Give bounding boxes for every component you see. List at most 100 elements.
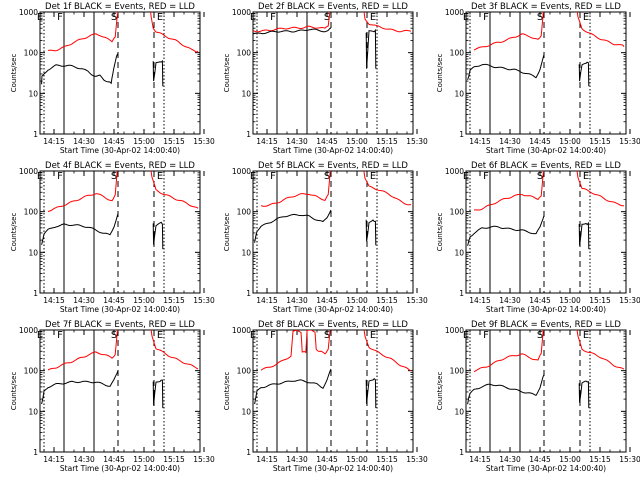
- x-tick-label: 14:15: [469, 296, 491, 305]
- x-tick-label: 15:00: [346, 455, 368, 464]
- series-group: [467, 171, 625, 250]
- x-tick-label: 15:30: [406, 137, 428, 146]
- y-tick-label: 1000: [19, 326, 38, 335]
- marker-label: E: [463, 330, 469, 341]
- y-tick-label: 100: [237, 49, 252, 58]
- x-tick-label: 14:15: [256, 137, 278, 146]
- marker-label: E: [583, 12, 589, 23]
- x-tick-label: 14:45: [316, 455, 338, 464]
- lld-series: [473, 12, 545, 51]
- marker-label: F: [483, 330, 489, 341]
- events-series-after: [152, 59, 164, 87]
- x-tick-label: 15:30: [406, 296, 428, 305]
- marker-label: E: [157, 330, 163, 341]
- marker-label: S: [111, 330, 117, 341]
- y-tick-label: 1: [33, 448, 38, 457]
- y-axis-label: Counts/sec: [436, 372, 444, 411]
- x-tick-label: 15:15: [376, 455, 398, 464]
- marker-label: S: [324, 171, 330, 182]
- x-axis-label: Start Time (30-Apr-02 14:00:40): [486, 305, 606, 314]
- events-series: [254, 209, 332, 243]
- series-group: [254, 330, 412, 409]
- events-series-after: [152, 221, 164, 250]
- x-axis-label: Start Time (30-Apr-02 14:00:40): [273, 146, 393, 155]
- marker-label: E: [370, 12, 376, 23]
- x-tick-label: 14:30: [499, 137, 521, 146]
- y-tick-label: 10: [241, 89, 251, 98]
- y-tick-label: 1000: [232, 8, 251, 17]
- y-axis-label: Counts/sec: [223, 372, 231, 411]
- marker-label: E: [370, 171, 376, 182]
- panel-title: Det 3f BLACK = Events, RED = LLD: [471, 2, 621, 12]
- x-axis-label: Start Time (30-Apr-02 14:00:40): [486, 464, 606, 473]
- y-tick-label: 1000: [232, 167, 251, 176]
- y-tick-label: 10: [28, 248, 38, 257]
- x-tick-label: 14:30: [286, 137, 308, 146]
- x-tick-label: 15:30: [193, 296, 215, 305]
- y-tick-label: 1000: [445, 326, 464, 335]
- y-axis-label: Counts/sec: [10, 372, 18, 411]
- x-axis-label: Start Time (30-Apr-02 14:00:40): [60, 305, 180, 314]
- panel-title: Det 8f BLACK = Events, RED = LLD: [258, 320, 408, 330]
- y-axis-label: Counts/sec: [436, 213, 444, 252]
- y-tick-label: 10: [28, 407, 38, 416]
- panel-det-9: Det 9f BLACK = Events, RED = LLD 1 10 100 10…: [436, 320, 640, 473]
- marker-label: E: [463, 171, 469, 182]
- marker-label: S: [324, 12, 330, 23]
- marker-label: E: [250, 171, 256, 182]
- events-series-after: [365, 28, 377, 69]
- x-tick-label: 15:30: [406, 455, 428, 464]
- x-tick-label: 14:15: [469, 455, 491, 464]
- x-tick-label: 15:15: [376, 137, 398, 146]
- lld-series: [260, 171, 331, 207]
- panel-det-5: Det 5f BLACK = Events, RED = LLD 1 10 100 10…: [223, 161, 428, 314]
- y-tick-label: 10: [241, 248, 251, 257]
- x-tick-label: 14:30: [499, 296, 521, 305]
- x-tick-label: 14:15: [43, 455, 65, 464]
- marker-label: E: [37, 12, 43, 23]
- x-tick-label: 15:00: [346, 137, 368, 146]
- x-tick-label: 15:00: [346, 296, 368, 305]
- y-axis-label: Counts/sec: [223, 54, 231, 93]
- x-axis-label: Start Time (30-Apr-02 14:00:40): [60, 146, 180, 155]
- events-series-after: [578, 380, 590, 409]
- marker-label: F: [57, 12, 63, 23]
- events-series: [41, 370, 119, 405]
- x-tick-label: 15:00: [559, 137, 581, 146]
- events-series-after: [365, 378, 377, 409]
- marker-label: S: [111, 12, 117, 23]
- marker-label: E: [250, 12, 256, 23]
- panel-det-3: Det 3f BLACK = Events, RED = LLD 1 10 100 10…: [436, 2, 640, 155]
- axes-frame: [252, 170, 414, 294]
- events-series: [467, 374, 545, 405]
- x-tick-label: 14:15: [256, 296, 278, 305]
- y-tick-label: 10: [454, 248, 464, 257]
- x-tick-label: 14:30: [286, 455, 308, 464]
- panel-title: Det 2f BLACK = Events, RED = LLD: [258, 2, 408, 12]
- x-tick-label: 14:15: [469, 137, 491, 146]
- x-tick-label: 14:15: [43, 137, 65, 146]
- x-tick-label: 15:15: [163, 455, 185, 464]
- y-tick-label: 100: [24, 49, 39, 58]
- y-tick-label: 1: [246, 130, 251, 139]
- x-tick-label: 15:30: [619, 296, 640, 305]
- events-series-after: [365, 219, 377, 246]
- lld-series-after: [576, 171, 625, 207]
- marker-label: F: [270, 171, 276, 182]
- y-tick-label: 1: [246, 289, 251, 298]
- x-tick-label: 14:45: [103, 455, 125, 464]
- lld-series-after: [150, 330, 199, 370]
- series-group: [41, 12, 199, 87]
- series-group: [467, 330, 625, 409]
- axes-frame: [465, 11, 627, 135]
- y-tick-label: 100: [450, 208, 465, 217]
- marker-label: E: [583, 330, 589, 341]
- x-tick-label: 15:30: [193, 137, 215, 146]
- x-tick-label: 14:45: [316, 296, 338, 305]
- marker-label: E: [157, 171, 163, 182]
- y-tick-label: 1: [33, 130, 38, 139]
- series-group: [254, 171, 412, 246]
- marker-label: F: [483, 171, 489, 182]
- events-series: [41, 213, 119, 245]
